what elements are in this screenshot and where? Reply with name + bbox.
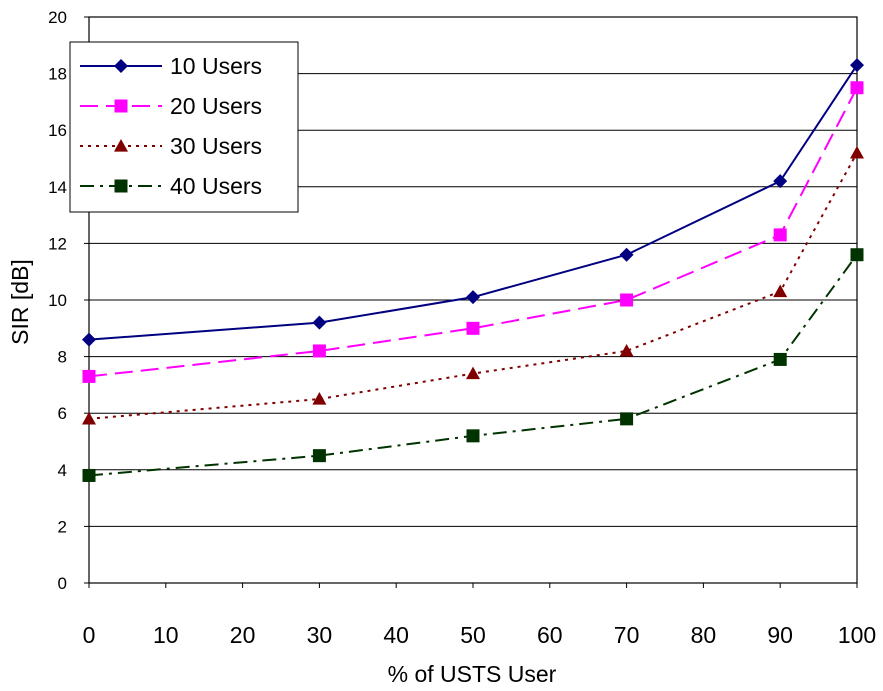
series-line	[88, 64, 858, 341]
x-tick-label: 30	[307, 622, 333, 648]
data-point	[773, 352, 787, 366]
data-point	[773, 174, 788, 189]
y-tick-label: 16	[48, 121, 67, 140]
series-2	[82, 81, 864, 383]
data-point	[850, 81, 864, 95]
data-point	[312, 344, 326, 358]
data-point	[850, 145, 864, 159]
y-tick-label: 6	[58, 404, 67, 423]
data-point	[82, 332, 96, 347]
data-point	[82, 468, 96, 482]
data-point	[850, 248, 864, 262]
x-tick-label: 0	[83, 622, 96, 648]
x-tick-label: 100	[838, 622, 876, 648]
legend-label: 40 Users	[170, 173, 262, 199]
legend-box	[69, 41, 299, 213]
legend: 10 Users 20 Users 30 Users 40 Users	[69, 41, 299, 213]
x-axis-label: % of USTS User	[388, 661, 557, 687]
data-point	[620, 412, 634, 426]
data-point	[466, 366, 480, 380]
x-tick-label: 50	[460, 622, 486, 648]
y-tick-label: 8	[58, 348, 67, 367]
legend-marker	[114, 99, 128, 113]
data-point	[773, 284, 788, 298]
data-point	[466, 290, 480, 305]
series-1	[82, 58, 864, 347]
y-tick-label: 12	[48, 234, 67, 253]
series-4	[82, 248, 864, 482]
series-3	[82, 145, 864, 425]
x-tick-label: 60	[537, 622, 563, 648]
data-point	[312, 392, 327, 405]
x-tick-label: 70	[614, 622, 640, 648]
data-point	[466, 429, 480, 443]
legend-entry: 40 Users	[80, 173, 262, 199]
legend-marker	[114, 139, 128, 152]
legend-entry: 10 Users	[80, 53, 262, 79]
y-axis-label: SIR [dB]	[7, 259, 33, 345]
data-point	[466, 321, 480, 335]
y-tick-label: 2	[58, 517, 67, 536]
data-point	[620, 293, 634, 307]
data-point	[312, 315, 327, 330]
series-group	[82, 58, 864, 482]
data-point	[82, 411, 96, 425]
y-tick-label: 10	[48, 291, 67, 310]
series-line	[88, 152, 858, 420]
data-point	[619, 247, 634, 262]
series-line	[88, 87, 858, 378]
legend-label: 20 Users	[170, 93, 262, 119]
y-tick-label: 20	[48, 8, 67, 27]
legend-entry: 20 Users	[80, 93, 262, 119]
legend-marker	[114, 59, 128, 73]
x-tick-label: 10	[153, 622, 179, 648]
x-tick-label: 40	[383, 622, 409, 648]
y-tick-label: 18	[48, 65, 67, 84]
y-tick-label: 4	[58, 461, 67, 480]
data-point	[312, 449, 326, 463]
series-line	[88, 254, 858, 477]
y-tick-label: 0	[58, 574, 67, 593]
legend-entry: 30 Users	[80, 133, 262, 159]
data-point	[850, 58, 864, 73]
legend-marker	[114, 179, 128, 193]
x-tick-label: 90	[767, 622, 793, 648]
legend-label: 30 Users	[170, 133, 262, 159]
data-point	[773, 228, 787, 242]
y-tick-label: 14	[48, 178, 67, 197]
legend-label: 10 Users	[170, 53, 262, 79]
x-tick-label: 80	[691, 622, 717, 648]
axis-ticks: 0 2 4 6 8 10 12 14 16 18 20 0 10 20 30 40 50 60 70 80 90 100	[48, 8, 876, 648]
data-point	[82, 369, 96, 383]
data-point	[619, 343, 634, 357]
x-tick-label: 20	[230, 622, 256, 648]
